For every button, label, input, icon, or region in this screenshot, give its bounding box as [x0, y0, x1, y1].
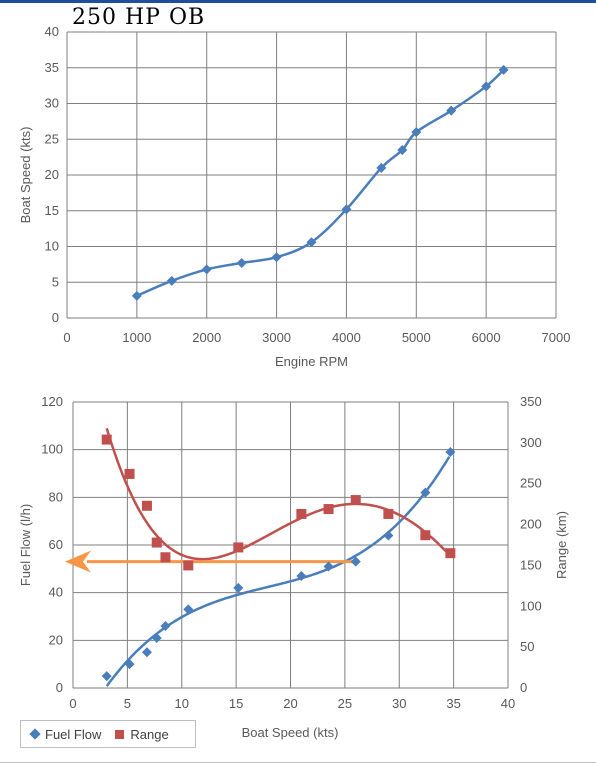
legend-label-range: Range [130, 726, 169, 742]
chart2-ytick-label: 20 [49, 632, 63, 647]
chart2-xtick-label: 40 [501, 696, 515, 711]
chart1-yaxis-title: Boat Speed (kts) [18, 127, 33, 224]
chart1-ytick-label: 25 [45, 131, 59, 146]
chart2-y2tick-label: 350 [520, 394, 542, 409]
chart1-xtick-label: 2000 [192, 330, 221, 345]
chart1-data-point [306, 237, 317, 248]
chart1-ytick-label: 35 [45, 60, 59, 75]
chart1-data-point [397, 144, 408, 155]
chart2-fuel-flow-point [383, 530, 394, 541]
chart2-xtick-label: 5 [124, 696, 131, 711]
chart2-range-point [445, 548, 456, 559]
chart2-fuel-flow-point [350, 556, 361, 567]
chart2-range-point [183, 560, 194, 571]
chart2-ytick-label: 0 [56, 680, 63, 695]
chart2-range-point [350, 495, 361, 506]
chart2-fuel-flow-point [445, 447, 456, 458]
chart1-ytick-label: 40 [45, 24, 59, 39]
chart2-xtick-label: 20 [283, 696, 297, 711]
chart2-fuel-flow-point [124, 659, 135, 670]
chart2-ytick-label: 60 [49, 537, 63, 552]
chart1-xtick-label: 3000 [262, 330, 291, 345]
chart1-data-point [446, 105, 457, 116]
chart2-range-point [124, 468, 135, 479]
chart1-data-point [341, 204, 352, 215]
chart2-ytick-label: 40 [49, 585, 63, 600]
chart1-data-point [498, 64, 509, 75]
chart1-ytick-label: 20 [45, 167, 59, 182]
chart2-xtick-label: 0 [69, 696, 76, 711]
chart2-fuel-flow-point [141, 647, 152, 658]
chart2-y2tick-label: 0 [520, 680, 527, 695]
chart2-y2axis-title: Range (km) [554, 511, 569, 579]
chart2-fuel-flow-point [233, 582, 244, 593]
chart2-fuel-flow-point [420, 487, 431, 498]
chart2-xtick-label: 35 [446, 696, 460, 711]
chart2-fuel-flow-trendline [105, 455, 451, 687]
chart2-arrow-head [65, 550, 91, 573]
chart2-range-point [151, 537, 162, 548]
chart2-fuel-flow-point [296, 570, 307, 581]
chart1-xtick-label: 5000 [402, 330, 431, 345]
chart1-ytick-label: 10 [45, 239, 59, 254]
chart2-xtick-label: 15 [229, 696, 243, 711]
legend-diamond-icon [29, 728, 41, 740]
chart2-range-point [160, 552, 171, 563]
chart1-xaxis-title: Engine RPM [275, 354, 348, 369]
legend-item-range: Range [115, 726, 169, 742]
chart1-xtick-label: 6000 [472, 330, 501, 345]
chart2-fuel-flow-point [183, 604, 194, 615]
chart2-legend: Fuel Flow Range [20, 720, 196, 748]
chart1-data-point [131, 290, 142, 301]
chart2-range-point [323, 504, 334, 515]
chart1-xtick-label: 4000 [332, 330, 361, 345]
chart1-data-point [201, 264, 212, 275]
chart2-range-point [141, 500, 152, 511]
chart2-fuel-flow-point [101, 671, 112, 682]
chart2-y2tick-label: 50 [520, 639, 534, 654]
chart2-fuel-flow-point [151, 632, 162, 643]
chart1-ytick-label: 5 [52, 274, 59, 289]
chart1-ytick-label: 15 [45, 203, 59, 218]
chart1-xtick-label: 7000 [542, 330, 571, 345]
chart2-fuel-flow-point [160, 621, 171, 632]
chart2-ytick-label: 120 [41, 394, 63, 409]
chart1-data-point [236, 257, 247, 268]
chart1-data-point [166, 275, 177, 286]
chart2-fuel-flow-point [323, 561, 334, 572]
chart1-ytick-label: 0 [52, 310, 59, 325]
page-heading: 250 HP OB [72, 5, 206, 30]
chart2-xtick-label: 10 [175, 696, 189, 711]
chart1-data-point [376, 162, 387, 173]
footer-rule [0, 762, 596, 763]
header-rule [0, 0, 596, 3]
chart2-ytick-label: 100 [41, 442, 63, 457]
chart2-yaxis-title: Fuel Flow (l/h) [18, 504, 33, 586]
chart2-y2tick-label: 200 [520, 517, 542, 532]
legend-square-icon [115, 729, 125, 739]
chart1-xtick-label: 1000 [122, 330, 151, 345]
chart2-y2tick-label: 300 [520, 435, 542, 450]
chart2-y2tick-label: 250 [520, 476, 542, 491]
chart1-ytick-label: 30 [45, 96, 59, 111]
chart2-y2tick-label: 100 [520, 598, 542, 613]
chart2-range-point [383, 508, 394, 519]
chart2-xaxis-title: Boat Speed (kts) [242, 725, 339, 740]
chart1-data-point [271, 252, 282, 263]
chart2-y2tick-label: 150 [520, 557, 542, 572]
chart1-data-point [411, 127, 422, 138]
chart2-range-point [101, 434, 112, 445]
chart1-data-point [481, 81, 492, 92]
legend-label-fuel-flow: Fuel Flow [45, 726, 102, 742]
chart2-range-point [296, 508, 307, 519]
chart1-xtick-label: 0 [63, 330, 70, 345]
chart2-xtick-label: 30 [392, 696, 406, 711]
chart2-range-point [420, 530, 431, 541]
chart2-range-point [233, 542, 244, 553]
chart2-ytick-label: 80 [49, 489, 63, 504]
chart2-xtick-label: 25 [338, 696, 352, 711]
legend-item-fuel-flow: Fuel Flow [29, 726, 102, 742]
